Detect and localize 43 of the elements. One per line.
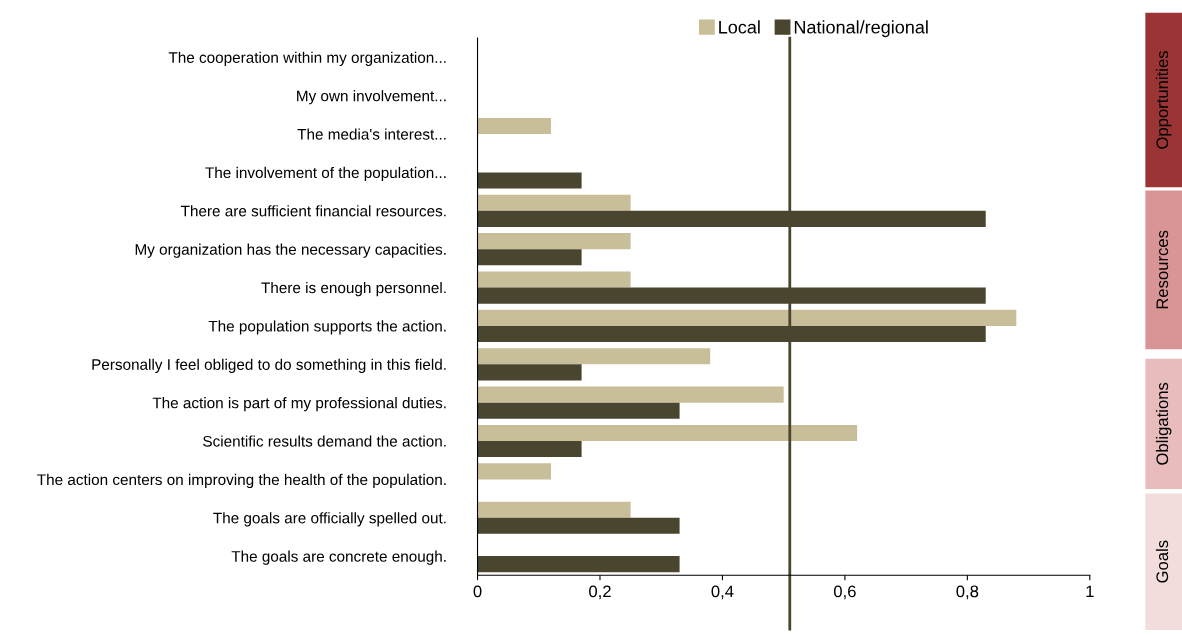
bar <box>477 424 858 442</box>
y-tick-label: The media's interest... <box>297 128 446 140</box>
y-tick-label: The action centers on improving the health of the population. <box>37 473 446 489</box>
x-tick-label: 0,4 <box>711 585 734 600</box>
y-tick-label: Personally I feel obliged to do something in this field. <box>92 358 446 373</box>
bar <box>477 233 631 250</box>
y-tick-label: The goals are concrete enough. <box>231 550 446 565</box>
legend-label: Local <box>719 20 760 34</box>
bar <box>477 364 582 381</box>
bar <box>477 348 711 365</box>
bar <box>477 117 551 135</box>
bar <box>477 194 631 211</box>
text: Obligations <box>1155 382 1172 465</box>
text: Opportunities <box>1155 51 1172 149</box>
y-tick-label: Scientific results demand the action. <box>203 435 446 447</box>
y-tick-label: My own involvement... <box>297 90 446 105</box>
text: Resources <box>1156 230 1169 309</box>
bar <box>477 517 680 534</box>
y-tick-label: The goals are officially spelled out. <box>213 512 446 527</box>
bar <box>477 501 631 518</box>
y-tick-label: There is enough personnel. <box>261 281 446 297</box>
x-tick-label: 0,6 <box>833 585 856 600</box>
y-tick-label: The population supports the action. <box>208 320 446 335</box>
bar <box>477 172 582 189</box>
y-tick-label: The involvement of the population... <box>205 166 446 182</box>
x-tick-label: 0 <box>473 585 482 598</box>
bar <box>477 441 582 458</box>
y-tick-label: The cooperation within my organization... <box>168 51 446 66</box>
bar <box>477 386 784 403</box>
x-tick-label: 0,8 <box>956 585 979 600</box>
y-tick-label: There are sufficient financial resources. <box>180 205 446 217</box>
x-tick-label: 0,2 <box>589 585 611 600</box>
y-tick-label: The action is part of my professional duties. <box>152 397 446 412</box>
bar <box>477 271 631 288</box>
y-tick-label: My organization has the necessary capacities. <box>135 243 446 258</box>
bar <box>477 556 680 573</box>
bar <box>477 463 551 480</box>
bar <box>477 402 680 419</box>
legend-label: National/regional <box>794 20 928 38</box>
x-tick-label: 1 <box>1086 585 1094 598</box>
text: Goals <box>1155 540 1169 583</box>
bar <box>477 309 1017 326</box>
bar <box>477 249 582 266</box>
